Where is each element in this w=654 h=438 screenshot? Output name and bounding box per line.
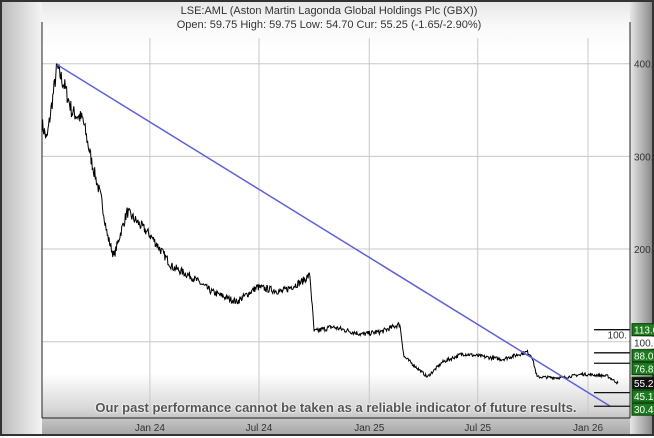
level-label: 55.2 [634, 379, 654, 390]
level-badge [631, 323, 654, 337]
level-badge [631, 376, 654, 390]
trendline [56, 63, 611, 407]
x-tick-label: Jan 26 [573, 423, 603, 434]
x-tick-label: Jul 25 [464, 423, 491, 434]
price-line [41, 63, 619, 385]
quote-line: Open: 59.75 High: 59.75 Low: 54.70 Cur: … [176, 19, 482, 31]
x-tick-label: Jan 25 [354, 423, 384, 434]
y-tick-label: 400. [634, 60, 653, 71]
y-tick-label: 100. [608, 331, 627, 342]
level-badge [632, 336, 654, 349]
level-badge [631, 362, 654, 376]
level-badge [631, 349, 654, 363]
x-tick-label: Jan 24 [135, 423, 165, 434]
chart-title: LSE:AML (Aston Martin Lagonda Global Hol… [180, 5, 478, 17]
level-label: 76.8 [634, 365, 654, 376]
level-label: 88.0 [634, 352, 654, 363]
level-label: 30.4 [634, 405, 654, 416]
level-badge [631, 402, 654, 416]
level-badge [631, 389, 654, 403]
level-label: 113.0 [634, 326, 654, 337]
x-tick-label: Jul 24 [246, 423, 273, 434]
level-label: 45.1 [634, 392, 654, 403]
y-tick-label: 200. [634, 245, 653, 256]
level-label: 100.0 [634, 339, 654, 350]
disclaimer: Our past performance cannot be taken as … [95, 400, 577, 415]
y-tick-label: 300. [634, 152, 653, 163]
plot-area [42, 38, 630, 418]
